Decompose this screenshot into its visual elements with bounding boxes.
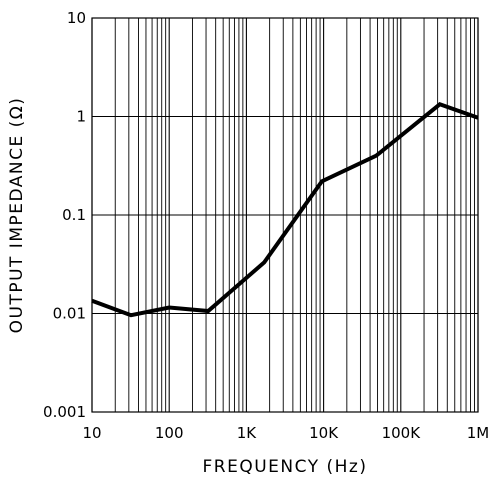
y-tick-label: 0.01 <box>53 305 86 323</box>
y-axis-title: OUTPUT IMPEDANCE (Ω) <box>7 97 27 334</box>
y-tick-label: 0.001 <box>43 403 86 421</box>
major-gridlines-y <box>92 17 478 413</box>
x-tick-label: 1M <box>467 424 490 442</box>
x-tick-label: 10K <box>309 424 339 442</box>
y-tick-label: 10 <box>67 9 86 27</box>
y-tick-labels: 0.001 0.01 0.1 1 10 <box>43 9 86 421</box>
y-tick-label: 1 <box>76 108 86 126</box>
x-tick-label: 10 <box>82 424 101 442</box>
x-tick-labels: 10 100 1K 10K 100K 1M <box>82 424 489 442</box>
series-layer <box>91 102 479 318</box>
x-tick-label: 100 <box>155 424 184 442</box>
plot-frame <box>91 17 479 413</box>
x-tick-label: 1K <box>237 424 258 442</box>
x-tick-label: 100K <box>382 424 422 442</box>
impedance-series-line <box>91 102 479 318</box>
x-axis-title: FREQUENCY (Hz) <box>203 457 368 477</box>
y-tick-label: 0.1 <box>62 206 86 224</box>
